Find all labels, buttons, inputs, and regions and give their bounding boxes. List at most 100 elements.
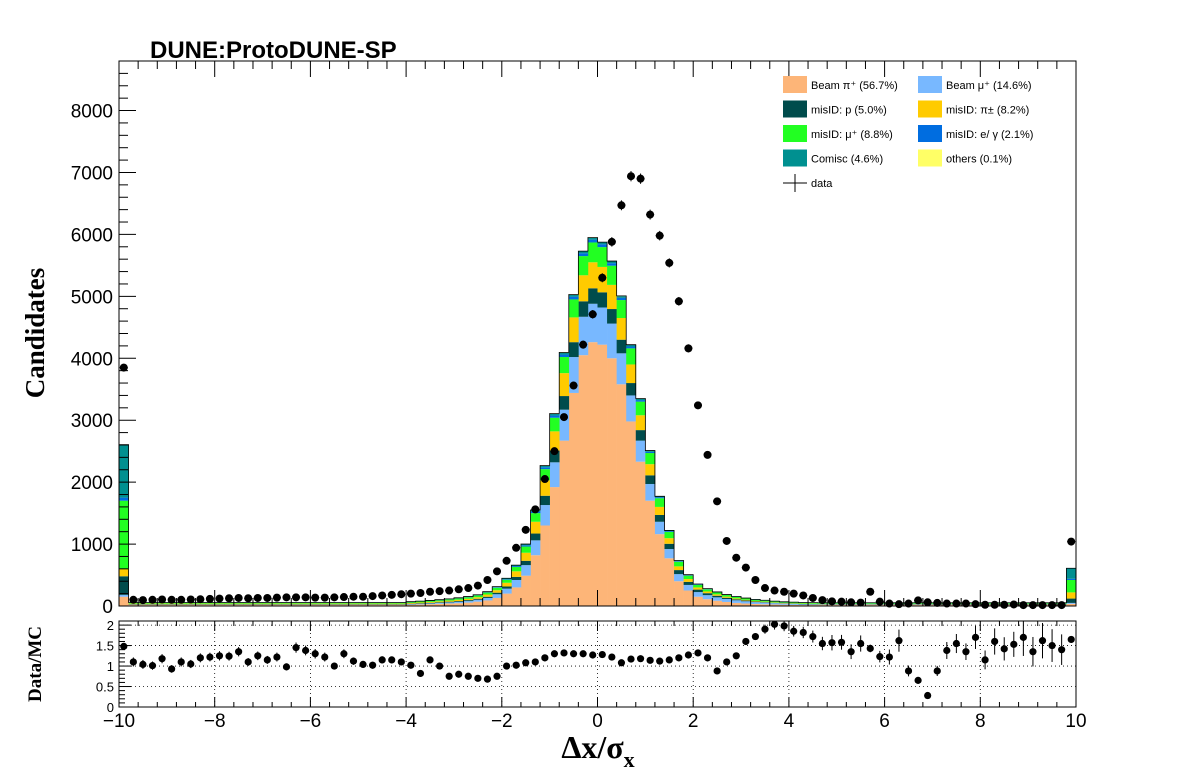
- bar: [463, 601, 474, 603]
- bar: [453, 599, 464, 602]
- bar: [300, 604, 311, 605]
- ratio-point: [847, 648, 855, 656]
- bar: [645, 450, 656, 452]
- legend-label: others (0.1%): [946, 154, 1012, 166]
- ratio-point: [541, 654, 549, 662]
- bar: [396, 603, 407, 605]
- x-axis-label-sub: x: [624, 747, 635, 772]
- bar: [119, 594, 129, 597]
- bar: [626, 344, 637, 347]
- bar: [683, 584, 694, 591]
- bar: [779, 604, 790, 606]
- data-point: [234, 593, 243, 602]
- ratio-point: [388, 656, 396, 664]
- bar: [654, 506, 665, 515]
- series-1: [119, 303, 1077, 606]
- bar: [578, 355, 589, 606]
- ratio-point: [158, 655, 166, 663]
- data-point: [311, 593, 320, 602]
- x-tick-label: −6: [300, 711, 322, 732]
- bar: [224, 604, 235, 605]
- bar: [702, 591, 713, 594]
- bar: [233, 603, 244, 605]
- bar: [693, 587, 704, 590]
- bar: [779, 603, 790, 605]
- x-tick-label: −10: [103, 711, 135, 732]
- bar: [444, 603, 455, 606]
- x-tick-label: −8: [204, 711, 226, 732]
- bar: [453, 601, 464, 602]
- ratio-point: [627, 655, 635, 663]
- bar: [272, 602, 282, 604]
- data-point: [512, 543, 521, 552]
- bar: [760, 601, 771, 603]
- bar: [520, 565, 531, 576]
- ratio-point: [302, 646, 310, 655]
- ratio-point: [493, 672, 501, 680]
- bar: [731, 597, 742, 599]
- bar: [616, 296, 627, 298]
- bar: [760, 604, 771, 606]
- data-point: [368, 592, 377, 601]
- bar: [607, 284, 617, 310]
- bar: [119, 500, 129, 569]
- bar: [540, 495, 550, 506]
- bar: [587, 262, 598, 289]
- data-point: [1057, 601, 1066, 610]
- ratio-point: [943, 646, 951, 655]
- ratio-point: [962, 648, 970, 656]
- ratio-point: [416, 669, 425, 678]
- bar: [329, 604, 340, 605]
- ratio-point: [751, 632, 760, 641]
- x-axis-label: Δx/σx: [561, 729, 634, 772]
- data-point: [674, 297, 683, 306]
- bar: [233, 602, 244, 604]
- bar: [453, 598, 464, 600]
- data-points: [119, 171, 1076, 610]
- bar: [434, 600, 445, 602]
- bar: [597, 307, 608, 345]
- bar: [492, 590, 503, 593]
- ratio-point: [770, 620, 779, 628]
- bar: [741, 598, 751, 600]
- bar: [415, 603, 426, 604]
- data-point: [560, 413, 569, 422]
- ratio-point: [349, 657, 358, 665]
- data-point: [215, 594, 224, 603]
- bar: [616, 339, 627, 354]
- data-point: [177, 595, 186, 604]
- bar: [348, 603, 359, 605]
- ratio-point: [522, 659, 530, 667]
- bar: [645, 464, 656, 476]
- bar: [654, 497, 665, 499]
- ratio-point: [407, 661, 415, 669]
- bar: [674, 574, 684, 582]
- bar: [597, 242, 608, 245]
- bar: [712, 592, 723, 595]
- bar: [808, 604, 818, 606]
- data-point: [253, 593, 262, 602]
- bar: [808, 603, 818, 604]
- data-point: [292, 593, 301, 602]
- ratio-point: [981, 656, 989, 664]
- ratio-point: [579, 650, 587, 658]
- data-point: [579, 340, 588, 349]
- ratio-y-axis-label: Data/MC: [25, 626, 46, 702]
- ratio-point: [876, 653, 884, 661]
- bar: [444, 602, 455, 604]
- bar: [195, 604, 206, 605]
- ratio-point: [991, 637, 999, 646]
- data-point: [693, 401, 702, 410]
- bar: [463, 597, 474, 599]
- bar: [205, 603, 215, 605]
- ratio-point: [675, 654, 683, 662]
- data-point: [330, 593, 339, 602]
- bar: [683, 579, 694, 582]
- data-point: [119, 363, 128, 372]
- bar: [712, 600, 723, 606]
- bar: [750, 600, 761, 602]
- bar: [1066, 579, 1077, 593]
- bar: [540, 505, 550, 526]
- bar: [252, 603, 263, 605]
- bar: [319, 604, 330, 605]
